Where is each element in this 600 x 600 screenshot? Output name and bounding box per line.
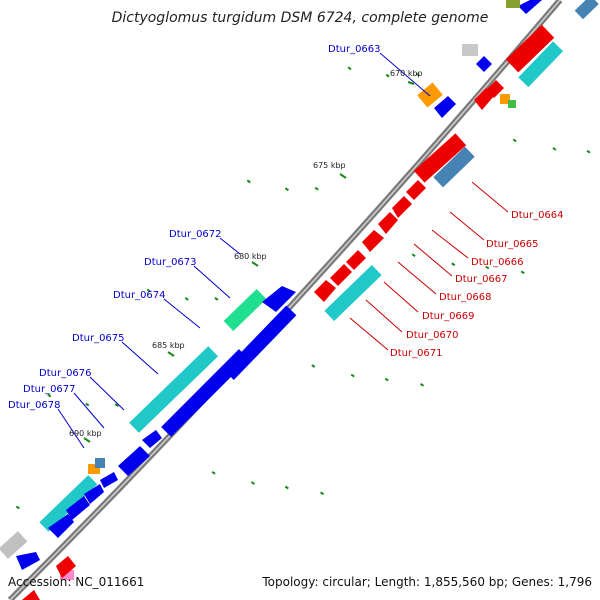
tick-label-670: 670 kbp (390, 69, 423, 78)
forward-gene-arrow (486, 80, 504, 98)
gene-label-Dtur_0672[interactable]: Dtur_0672 (169, 229, 222, 240)
forward-gene-arrow (392, 196, 412, 218)
feature-cyan (39, 475, 98, 532)
forward-gene-arrow (378, 212, 398, 234)
forward-gene-arrow (474, 88, 494, 110)
reverse-gene-arrow (16, 552, 40, 570)
gc-mark (85, 402, 90, 407)
feature-green (223, 288, 267, 332)
label-leader-lines (57, 52, 509, 449)
gc-mark (485, 265, 490, 270)
gene-label-Dtur_0664[interactable]: Dtur_0664 (511, 210, 564, 221)
forward-gene-long (505, 24, 555, 73)
feature-cyan (324, 265, 382, 321)
reverse-gene-arrow (142, 430, 162, 448)
tick-label-690: 690 kbp (69, 429, 102, 438)
gc-mark (552, 147, 557, 151)
gc-mark (586, 149, 591, 154)
gc-mark (47, 393, 52, 398)
feature-cyan (129, 346, 219, 433)
reverse-gene-arrow (476, 56, 492, 72)
reverse-gene-arrow (434, 96, 456, 118)
gc-mark (385, 73, 390, 78)
gene-label-Dtur_0668[interactable]: Dtur_0668 (439, 292, 492, 303)
feature-grey (462, 44, 478, 56)
feature-orange (500, 94, 510, 104)
forward-gene-arrow (56, 556, 76, 578)
gene-label-Dtur_0663[interactable]: Dtur_0663 (328, 44, 381, 55)
forward-gene-arrow (330, 264, 352, 286)
feature-cyan (518, 41, 564, 88)
forward-gene-long (413, 133, 467, 183)
gene-label-Dtur_0676[interactable]: Dtur_0676 (39, 368, 92, 379)
gene-label-Dtur_0665[interactable]: Dtur_0665 (486, 239, 539, 250)
forward-gene-arrow (22, 590, 40, 600)
forward-gene-arrow (346, 250, 366, 270)
gc-mark (146, 288, 151, 293)
gc-mark (415, 72, 420, 77)
feature-steel (95, 458, 105, 468)
reverse-gene-arrow (48, 514, 74, 538)
gene-label-Dtur_0667[interactable]: Dtur_0667 (455, 274, 508, 285)
gc-mark (520, 270, 525, 275)
genome-summary-text: Topology: circular; Length: 1,855,560 bp… (261, 575, 592, 589)
feature-green (508, 100, 516, 108)
reverse-gene-arrow (66, 496, 90, 520)
feature-orange (417, 82, 443, 108)
gc-mark (284, 485, 289, 490)
gene-label-Dtur_0671[interactable]: Dtur_0671 (390, 348, 443, 359)
gc-mark (184, 297, 189, 301)
reverse-gene-long (223, 305, 297, 380)
gc-mark (319, 491, 325, 496)
gc-mark (411, 253, 416, 258)
gc-mark (250, 481, 256, 485)
gene-label-Dtur_0677[interactable]: Dtur_0677 (23, 384, 76, 395)
forward-gene-arrow (314, 280, 336, 302)
gene-label-Dtur_0673[interactable]: Dtur_0673 (144, 257, 197, 268)
gc-mark (512, 138, 517, 143)
gene-label-Dtur_0669[interactable]: Dtur_0669 (422, 311, 475, 322)
feature-olive (506, 0, 520, 8)
gc-mark (347, 66, 352, 71)
gc-mark (15, 505, 20, 510)
tick-marks (83, 81, 415, 443)
accession-text: Accession: NC_011661 (8, 575, 144, 589)
feature-grey (0, 531, 28, 559)
genome-title: Dictyoglomus turgidum DSM 6724, complete… (112, 10, 489, 26)
gc-mark (451, 262, 456, 267)
forward-gene-arrow (362, 230, 384, 252)
gc-mark (311, 364, 316, 368)
gc-mark (350, 373, 355, 378)
gc-mark (284, 187, 289, 192)
gc-mark (114, 403, 119, 407)
gene-label-Dtur_0666[interactable]: Dtur_0666 (471, 257, 524, 268)
tick-label-685: 685 kbp (152, 341, 185, 350)
forward-strand-genes (22, 0, 599, 600)
gene-label-Dtur_0674[interactable]: Dtur_0674 (113, 290, 166, 301)
gc-mark (214, 297, 219, 301)
reverse-strand-genes (0, 0, 542, 570)
reverse-gene-arrow (118, 446, 150, 476)
tick-label-675: 675 kbp (313, 161, 346, 170)
reverse-gene-arrow (100, 472, 118, 488)
gc-mark (211, 470, 216, 475)
gc-mark (419, 382, 425, 387)
forward-gene-arrow (406, 180, 426, 200)
gene-label-Dtur_0678[interactable]: Dtur_0678 (8, 400, 61, 411)
gc-mark (246, 179, 251, 184)
tick-label-680: 680 kbp (234, 252, 267, 261)
feature-pink (60, 570, 74, 580)
reverse-gene-arrow (84, 484, 104, 504)
feature-steel (433, 146, 475, 188)
gene-label-Dtur_0670[interactable]: Dtur_0670 (406, 330, 459, 341)
reverse-gene-arrow (262, 286, 296, 312)
feature-steel (574, 0, 599, 20)
gene-label-Dtur_0675[interactable]: Dtur_0675 (72, 333, 125, 344)
reverse-gene-arrow (518, 0, 542, 14)
gc-mark (384, 377, 389, 382)
gc-mark (314, 186, 319, 191)
feature-orange (88, 464, 100, 474)
gc-skew-marks (15, 66, 591, 510)
